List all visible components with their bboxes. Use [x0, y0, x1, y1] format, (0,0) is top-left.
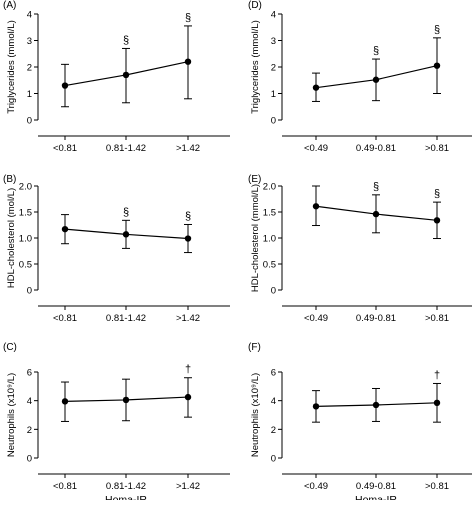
y-tick-label: 0.5 — [263, 260, 276, 271]
y-tick-label: 2 — [271, 425, 276, 436]
y-tick-label: 0 — [27, 116, 32, 127]
x-tick-label: <0.49 — [304, 481, 328, 492]
y-tick-label: 2 — [271, 63, 276, 74]
data-point — [312, 84, 320, 91]
x-tick-label: >0.81 — [425, 143, 449, 154]
y-tick-label: 3 — [271, 36, 276, 47]
y-tick-label: 2.0 — [263, 182, 276, 193]
x-tick-label: >1.42 — [176, 143, 200, 154]
x-tick-label: 0.81-1.42 — [106, 313, 146, 324]
y-tick-label: 2.0 — [19, 182, 32, 193]
y-tick-label: 0 — [271, 286, 276, 297]
y-tick-label: 0 — [271, 116, 276, 127]
y-tick-label: 2 — [27, 425, 32, 436]
x-tick-label: >0.81 — [425, 313, 449, 324]
data-point — [122, 396, 130, 404]
significance-marker: § — [373, 45, 379, 57]
data-point — [372, 76, 380, 83]
significance-marker: § — [123, 34, 129, 46]
data-point — [122, 231, 130, 238]
data-point — [61, 82, 69, 89]
data-point — [184, 393, 192, 401]
x-tick-label: 0.81-1.42 — [106, 143, 146, 154]
significance-marker: † — [434, 369, 440, 381]
panel-a: (A) 0 1 2 3 4 Triglycerides (mmol/L) <0.81 0.81-… — [3, 0, 230, 154]
data-point — [184, 235, 192, 242]
data-point — [61, 225, 69, 233]
panel-label: (C) — [3, 342, 17, 353]
y-tick-label: 6 — [271, 368, 276, 379]
data-point — [312, 403, 320, 410]
data-point — [122, 71, 130, 79]
y-axis-title: Neutrophils (x10⁹/L) — [6, 373, 17, 457]
panel-label: (D) — [248, 0, 262, 11]
y-tick-label: 4 — [271, 396, 276, 407]
y-tick-label: 0 — [27, 454, 32, 465]
x-axis-title: Homa-IR — [355, 494, 397, 500]
y-tick-label: 1.5 — [19, 208, 32, 219]
x-tick-label: <0.49 — [304, 143, 328, 154]
significance-marker: § — [434, 188, 440, 200]
y-tick-label: 1 — [27, 89, 32, 100]
x-tick-label: <0.81 — [53, 313, 77, 324]
y-tick-label: 4 — [27, 10, 32, 21]
y-axis-title: Neutrophils (x10⁹/L) — [250, 373, 261, 457]
y-tick-label: 3 — [27, 36, 32, 47]
x-tick-label: >0.81 — [425, 481, 449, 492]
x-tick-label: <0.81 — [53, 143, 77, 154]
data-point — [312, 203, 320, 210]
y-tick-label: 4 — [271, 10, 276, 21]
significance-marker: § — [123, 206, 129, 218]
y-axis-title: Triglycerides (mmol/L) — [250, 20, 261, 114]
significance-marker: § — [185, 210, 191, 222]
y-tick-label: 0 — [27, 286, 32, 297]
data-point — [433, 399, 441, 407]
x-tick-label: 0.81-1.42 — [106, 481, 146, 492]
x-tick-label: <0.81 — [53, 481, 77, 492]
y-axis-title: HDL-cholesterol (mmol/L) — [250, 184, 261, 292]
data-point — [372, 401, 380, 409]
x-tick-label: 0.49-0.81 — [356, 481, 396, 492]
y-tick-label: 0 — [271, 454, 276, 465]
significance-marker: § — [434, 24, 440, 36]
panel-label: (B) — [3, 174, 16, 185]
data-point — [61, 398, 69, 405]
panel-label: (A) — [3, 0, 16, 11]
y-axis-title: Triglycerides (mmol/L) — [6, 20, 17, 114]
y-tick-label: 0.5 — [19, 260, 32, 271]
y-tick-label: 2 — [27, 63, 32, 74]
x-tick-label: >1.42 — [176, 481, 200, 492]
y-tick-label: 1.5 — [263, 208, 276, 219]
y-tick-label: 1.0 — [263, 234, 276, 245]
x-axis-title: Homa-IR — [105, 494, 147, 500]
y-tick-label: 6 — [27, 368, 32, 379]
x-tick-label: <0.49 — [304, 313, 328, 324]
data-point — [184, 58, 192, 65]
panel-d: (D) 0 1 2 3 4 Triglycerides (mmol/L) <0.49 0.49-… — [248, 0, 472, 154]
panel-label: (E) — [248, 174, 261, 185]
panel-c: (C) 0 2 4 6 Neutrophils (x10⁹/L) <0.81 0.81-1.4… — [3, 342, 230, 505]
y-axis-title: HDL-cholesterol (mol/L) — [6, 188, 17, 288]
significance-marker: † — [185, 364, 191, 376]
data-point — [433, 62, 441, 69]
significance-marker: § — [185, 12, 191, 24]
significance-marker: § — [373, 181, 379, 193]
y-tick-label: 1 — [271, 89, 276, 100]
panel-f: (F) 0 2 4 6 Neutrophils (x10⁹/L) <0.49 0.49-0.8… — [248, 342, 472, 505]
x-tick-label: 0.49-0.81 — [356, 143, 396, 154]
y-tick-label: 1.0 — [19, 234, 32, 245]
data-point — [433, 217, 441, 224]
y-tick-label: 4 — [27, 396, 32, 407]
data-point — [372, 210, 380, 218]
x-tick-label: 0.49-0.81 — [356, 313, 396, 324]
panel-label: (F) — [248, 342, 261, 353]
x-tick-label: >1.42 — [176, 313, 200, 324]
